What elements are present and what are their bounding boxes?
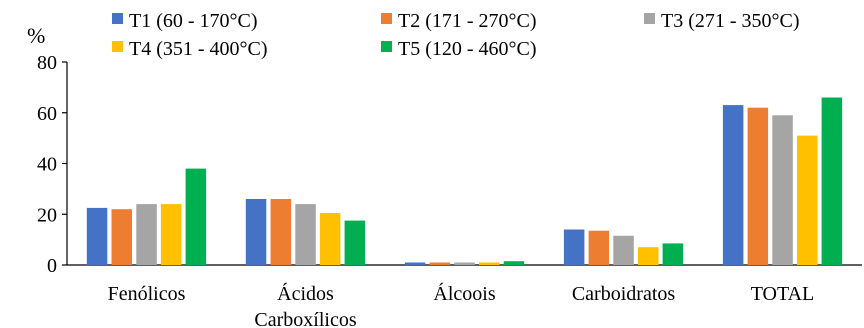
legend-swatch — [381, 13, 392, 24]
y-tick-label: 40 — [37, 154, 57, 176]
bar — [185, 168, 207, 265]
y-tick-label: 60 — [37, 103, 57, 125]
bar — [479, 262, 500, 265]
legend-swatch — [112, 41, 123, 52]
category-label: Fenólicos — [108, 283, 186, 305]
bar — [638, 247, 659, 265]
bar — [503, 261, 525, 265]
bar — [429, 262, 451, 265]
category-label: Carboidratos — [572, 283, 676, 305]
bar — [662, 243, 684, 265]
y-ticks: 0 20 40 60 80 — [37, 52, 67, 277]
legend-swatch — [644, 13, 655, 24]
bars — [86, 97, 843, 265]
bar — [454, 262, 475, 265]
category-label: Carboxílicos — [254, 309, 356, 328]
bar — [588, 230, 610, 265]
bar — [344, 220, 366, 265]
bar — [319, 213, 341, 265]
bar — [136, 204, 157, 265]
legend-label: T5 (120 - 460°C) — [398, 38, 537, 60]
bar — [404, 262, 426, 265]
y-tick-label: 0 — [47, 255, 57, 277]
bar — [613, 235, 634, 265]
legend-swatch — [112, 13, 123, 24]
y-tick-label: 20 — [37, 204, 57, 226]
legend-label: T3 (271 - 350°C) — [661, 10, 800, 32]
category-label: Ácidos — [277, 282, 334, 305]
legend-label: T2 (171 - 270°C) — [398, 10, 537, 32]
bar — [86, 207, 108, 265]
bar — [563, 229, 585, 265]
bar — [160, 204, 182, 265]
bar — [722, 105, 744, 265]
legend-swatch — [381, 41, 392, 52]
x-categories: Fenólicos Ácidos Carboxílicos Álcoois Carboi… — [108, 282, 815, 328]
bar — [797, 135, 818, 265]
legend: T1 (60 - 170°C) T2 (171 - 270°C) T3 (271 -… — [112, 10, 800, 60]
legend-label: T4 (351 - 400°C) — [129, 38, 268, 60]
bar — [295, 204, 316, 265]
legend-label: T1 (60 - 170°C) — [129, 10, 258, 32]
y-axis-label: % — [27, 23, 45, 48]
y-tick-label: 80 — [37, 52, 57, 74]
bar — [245, 199, 267, 265]
bar — [270, 199, 292, 265]
bar — [747, 107, 769, 265]
bar — [821, 97, 843, 265]
bar — [772, 115, 793, 265]
bar — [111, 209, 132, 265]
category-label: Álcoois — [433, 282, 495, 305]
category-label: TOTAL — [751, 283, 815, 305]
